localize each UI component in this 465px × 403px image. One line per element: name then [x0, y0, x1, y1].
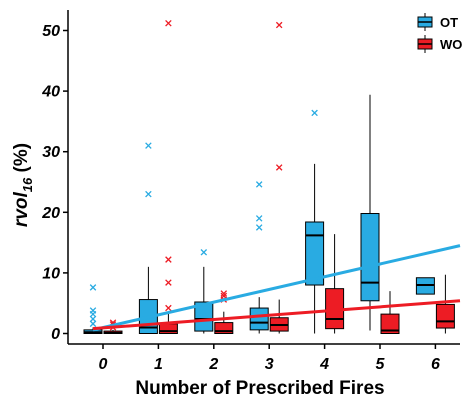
outlier-point	[89, 307, 97, 314]
outlier-stroke	[165, 256, 172, 263]
outlier-stroke	[255, 181, 263, 188]
outlier-stroke	[165, 19, 172, 27]
legend: OT WO	[417, 13, 462, 53]
legend-label: OT	[440, 15, 458, 30]
box-ot-4	[305, 109, 325, 334]
outlier-point	[200, 249, 208, 256]
legend-label: WO	[440, 37, 462, 52]
y-tick-label: 0	[51, 326, 60, 343]
box-ot-2	[194, 249, 214, 334]
outlier-point	[220, 290, 228, 297]
box-wo-2	[214, 290, 234, 335]
box	[194, 301, 214, 332]
y-axis-label-suffix: (%)	[11, 143, 32, 178]
box	[249, 307, 269, 331]
box-wo-3	[269, 21, 289, 334]
outlier-point	[275, 164, 283, 171]
y-tick-label: 20	[41, 205, 60, 222]
outlier-stroke	[275, 21, 283, 29]
outlier-point	[145, 190, 152, 198]
outlier-point	[165, 304, 172, 312]
outlier-stroke	[89, 315, 97, 323]
outlier-point	[89, 320, 97, 328]
box-ot-5	[360, 94, 380, 331]
trend-layer	[92, 244, 461, 332]
box	[214, 322, 234, 335]
y-tick-label: 40	[41, 84, 60, 101]
outlier-stroke	[89, 320, 97, 328]
outlier-point	[220, 292, 228, 300]
x-tick-layer: 0 1 2 3 4 5 6	[99, 344, 440, 373]
outlier-stroke	[145, 142, 152, 149]
box-wo-5	[380, 291, 400, 335]
outlier-stroke	[200, 249, 208, 256]
box	[380, 313, 400, 335]
outlier-point	[165, 256, 172, 263]
x-axis-label: Number of Prescribed Fires	[135, 378, 384, 399]
x-tick-label: 1	[154, 356, 163, 373]
trend-line-ot	[92, 244, 461, 332]
box-ot-1	[138, 142, 158, 334]
y-axis-label-subscript: 16	[20, 177, 35, 192]
outlier-stroke	[165, 279, 172, 286]
legend-item-wo: WO	[417, 35, 462, 53]
outlier-point	[255, 224, 263, 231]
outlier-point	[311, 109, 318, 117]
outlier-point	[255, 181, 263, 188]
box-layer	[83, 19, 455, 335]
box-ot-6	[415, 277, 435, 295]
outlier-stroke	[311, 109, 318, 117]
outlier-stroke	[145, 190, 152, 198]
outlier-point	[89, 284, 97, 291]
outlier-point	[255, 215, 263, 222]
outlier-stroke	[255, 224, 263, 231]
box-wo-6	[435, 274, 455, 334]
x-tick-label: 6	[431, 356, 440, 373]
x-tick-label: 5	[376, 356, 386, 373]
outlier-point	[275, 21, 283, 29]
outlier-stroke	[89, 307, 97, 314]
y-tick-label: 30	[42, 144, 60, 161]
outlier-stroke	[275, 164, 283, 171]
y-tick-layer: 0 10 20 30 40 50	[41, 23, 68, 343]
outlier-stroke	[165, 304, 172, 312]
outlier-point	[145, 142, 152, 149]
y-tick-label: 10	[42, 265, 60, 282]
box-wo-1	[158, 19, 178, 334]
y-axis-label-base: rvol	[11, 192, 32, 228]
y-tick-label: 50	[42, 23, 60, 40]
box	[360, 213, 380, 302]
legend-item-ot: OT	[417, 13, 458, 31]
outlier-point	[165, 19, 172, 27]
outlier-stroke	[220, 290, 228, 297]
outlier-point	[165, 279, 172, 286]
outlier-stroke	[220, 292, 228, 300]
x-tick-label: 0	[99, 356, 108, 373]
trend-line-wo	[92, 299, 461, 331]
box-ot-3	[249, 181, 269, 334]
box-ot-0	[83, 284, 103, 335]
box	[305, 221, 325, 286]
x-tick-label: 4	[319, 356, 329, 373]
box	[435, 303, 455, 329]
axis-layer	[67, 10, 460, 345]
x-tick-label: 3	[265, 356, 274, 373]
outlier-point	[89, 315, 97, 323]
outlier-stroke	[89, 284, 97, 291]
x-tick-label: 2	[208, 356, 218, 373]
outlier-stroke	[255, 215, 263, 222]
box-wo-4	[325, 234, 345, 334]
y-axis-label: rvol16 (%)	[11, 143, 35, 227]
